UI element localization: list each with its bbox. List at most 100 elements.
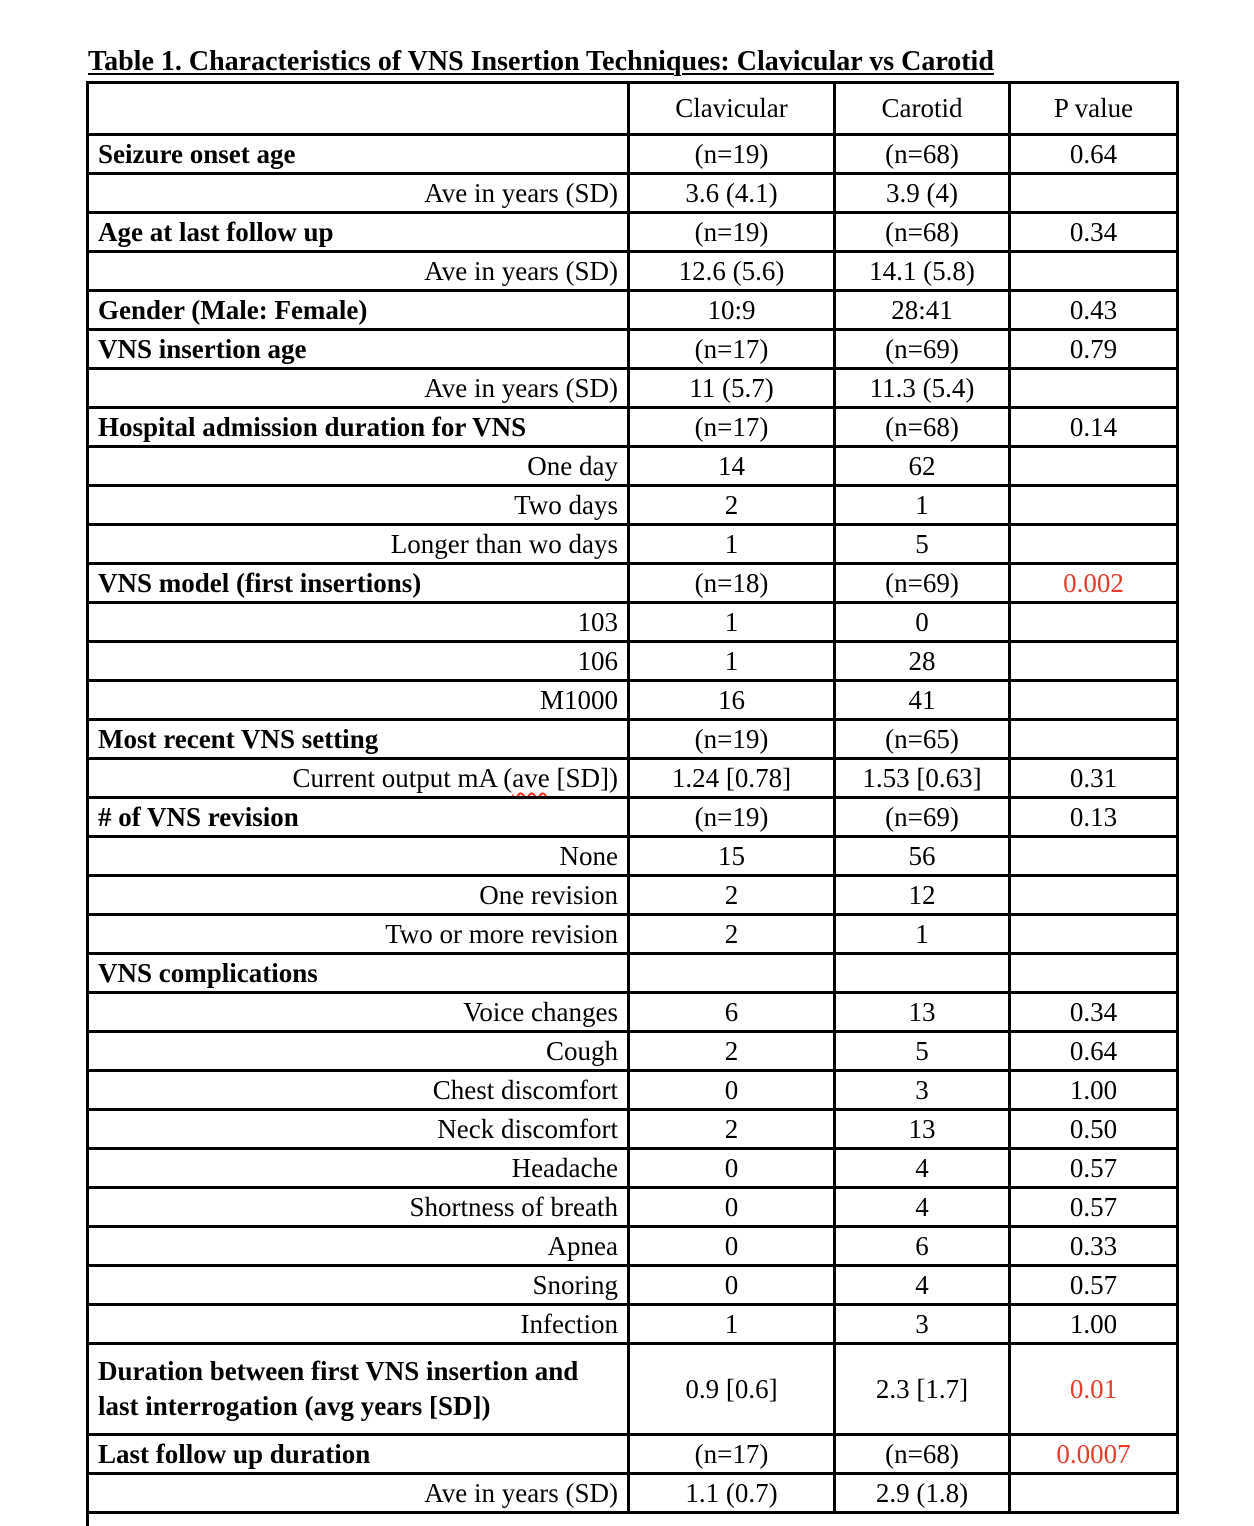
table-row: Apnea 0 6 0.33 — [86, 1225, 1179, 1267]
header-row: Clavicular Carotid P value — [86, 81, 1179, 136]
header-carotid: Carotid — [833, 81, 1011, 136]
cell-carotid: 4 — [833, 1186, 1011, 1228]
row-label: Infection — [86, 1303, 630, 1345]
cell-clavicular: 0 — [627, 1186, 836, 1228]
cell-clavicular: 2 — [627, 1108, 836, 1150]
header-empty-cell — [86, 81, 630, 136]
cell-carotid: 2.9 (1.8) — [833, 1472, 1011, 1514]
table-row: Gender (Male: Female) 10:9 28:41 0.43 — [86, 289, 1179, 331]
table-row: Snoring 0 4 0.57 — [86, 1264, 1179, 1306]
cell-clavicular: 1 — [627, 601, 836, 643]
row-label: Longer than wo days — [86, 523, 630, 565]
row-label: Ave in years (SD) — [86, 250, 630, 292]
table-row: Ave in years (SD) 3.6 (4.1) 3.9 (4) — [86, 172, 1179, 214]
row-label: Headache — [86, 1147, 630, 1189]
cell-p-value: 0.33 — [1008, 1225, 1179, 1267]
cell-carotid — [833, 952, 1011, 994]
cell-p-value — [1008, 523, 1179, 565]
row-label: Most recent VNS setting — [86, 718, 630, 760]
table-row: Two or more revision 2 1 — [86, 913, 1179, 955]
table-row: 103 1 0 — [86, 601, 1179, 643]
spellcheck-underline: ave — [512, 762, 550, 793]
cell-clavicular: 3.6 (4.1) — [627, 172, 836, 214]
cell-p-value: 0.0007 — [1008, 1433, 1179, 1475]
cell-p-value: 0.002 — [1008, 562, 1179, 604]
characteristics-table: Clavicular Carotid P value Seizure onset… — [86, 81, 1179, 1514]
cell-p-value: 0.50 — [1008, 1108, 1179, 1150]
row-label: Seizure onset age — [86, 133, 630, 175]
row-label: Two or more revision — [86, 913, 630, 955]
cell-carotid: 14.1 (5.8) — [833, 250, 1011, 292]
cell-p-value: 0.14 — [1008, 406, 1179, 448]
cell-p-value — [1008, 679, 1179, 721]
cell-carotid: 5 — [833, 523, 1011, 565]
row-label: VNS model (first insertions) — [86, 562, 630, 604]
row-label: 106 — [86, 640, 630, 682]
cell-carotid: (n=68) — [833, 406, 1011, 448]
table-row: Hospital admission duration for VNS (n=17… — [86, 406, 1179, 448]
cell-p-value — [1008, 640, 1179, 682]
row-label: Last follow up duration — [86, 1433, 630, 1475]
row-label: Neck discomfort — [86, 1108, 630, 1150]
cell-clavicular: (n=19) — [627, 718, 836, 760]
cell-clavicular: 2 — [627, 874, 836, 916]
table-row: One revision 2 12 — [86, 874, 1179, 916]
cell-p-value — [1008, 445, 1179, 487]
cell-clavicular: 1.24 [0.78] — [627, 757, 836, 799]
cell-p-value: 1.00 — [1008, 1069, 1179, 1111]
cell-clavicular: 0 — [627, 1069, 836, 1111]
cell-carotid: 56 — [833, 835, 1011, 877]
row-label: Duration between first VNS insertion and… — [86, 1342, 630, 1436]
row-label: Snoring — [86, 1264, 630, 1306]
table-row: Age at last follow up (n=19) (n=68) 0.34 — [86, 211, 1179, 253]
cell-clavicular: 12.6 (5.6) — [627, 250, 836, 292]
cell-clavicular: 2 — [627, 913, 836, 955]
cell-p-value: 0.31 — [1008, 757, 1179, 799]
cell-clavicular: 1 — [627, 640, 836, 682]
cell-clavicular: 2 — [627, 484, 836, 526]
cell-clavicular: 10:9 — [627, 289, 836, 331]
cell-clavicular: 16 — [627, 679, 836, 721]
row-label: Two days — [86, 484, 630, 526]
cell-clavicular: (n=19) — [627, 796, 836, 838]
row-label: VNS complications — [86, 952, 630, 994]
table-row: Headache 0 4 0.57 — [86, 1147, 1179, 1189]
row-label: One day — [86, 445, 630, 487]
cell-carotid: 4 — [833, 1147, 1011, 1189]
row-label: Voice changes — [86, 991, 630, 1033]
cell-carotid: 1 — [833, 913, 1011, 955]
cell-p-value: 0.34 — [1008, 211, 1179, 253]
cell-carotid: 28:41 — [833, 289, 1011, 331]
table-row: None 15 56 — [86, 835, 1179, 877]
cell-carotid: (n=68) — [833, 211, 1011, 253]
cell-p-value: 0.57 — [1008, 1147, 1179, 1189]
cell-carotid: 3.9 (4) — [833, 172, 1011, 214]
header-p-value: P value — [1008, 81, 1179, 136]
row-label: Hospital admission duration for VNS — [86, 406, 630, 448]
cell-carotid: 13 — [833, 1108, 1011, 1150]
cell-clavicular: 2 — [627, 1030, 836, 1072]
cell-p-value — [1008, 172, 1179, 214]
cell-p-value: 1.00 — [1008, 1303, 1179, 1345]
cell-p-value — [1008, 484, 1179, 526]
table-row: Most recent VNS setting (n=19) (n=65) — [86, 718, 1179, 760]
table-row: Longer than wo days 1 5 — [86, 523, 1179, 565]
cell-clavicular: 1 — [627, 1303, 836, 1345]
cell-clavicular: 14 — [627, 445, 836, 487]
cell-p-value: 0.57 — [1008, 1264, 1179, 1306]
cell-p-value — [1008, 250, 1179, 292]
header-clavicular: Clavicular — [627, 81, 836, 136]
cell-carotid: 1.53 [0.63] — [833, 757, 1011, 799]
cell-carotid: 3 — [833, 1303, 1011, 1345]
table-row: Ave in years (SD) 12.6 (5.6) 14.1 (5.8) — [86, 250, 1179, 292]
cell-carotid: 5 — [833, 1030, 1011, 1072]
cell-clavicular: (n=17) — [627, 328, 836, 370]
cell-clavicular: 0 — [627, 1264, 836, 1306]
cell-carotid: (n=68) — [833, 1433, 1011, 1475]
cell-carotid: 0 — [833, 601, 1011, 643]
cell-p-value: 0.43 — [1008, 289, 1179, 331]
cell-carotid: 4 — [833, 1264, 1011, 1306]
table-row: Two days 2 1 — [86, 484, 1179, 526]
cell-p-value: 0.79 — [1008, 328, 1179, 370]
